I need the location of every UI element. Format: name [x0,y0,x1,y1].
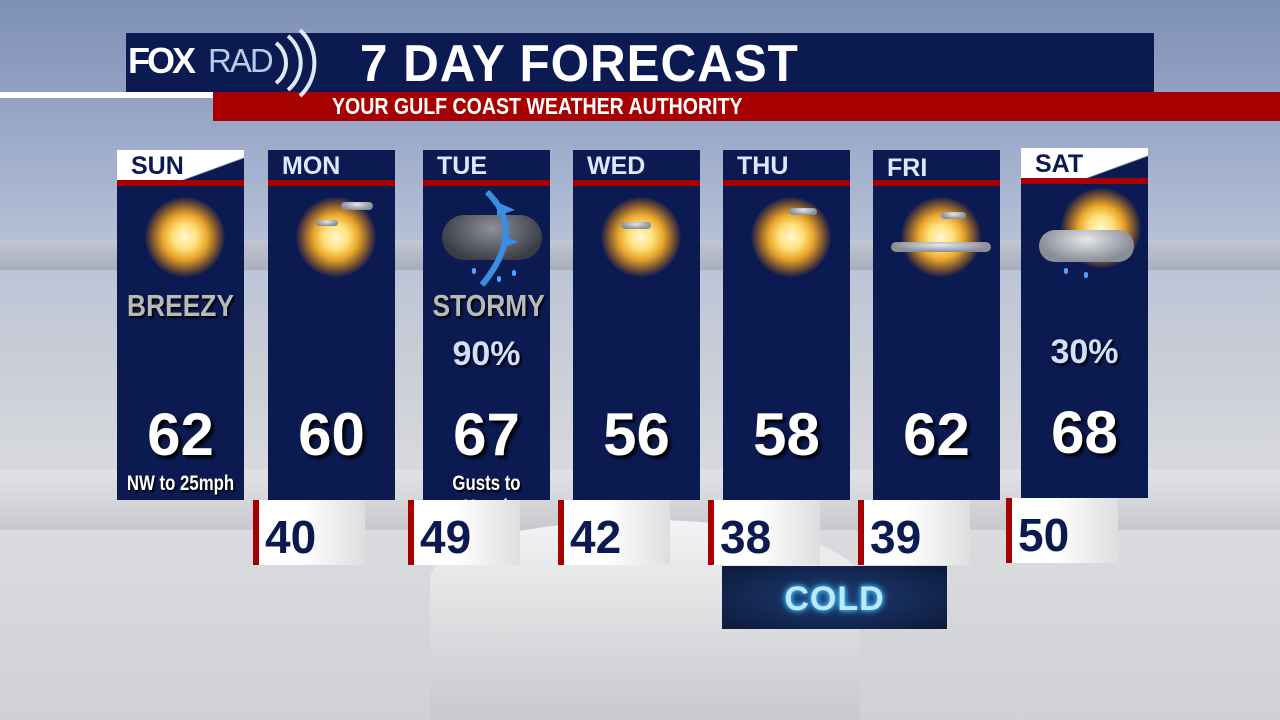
high-temp: 68 [1051,399,1118,466]
low-temp-box: 42 [558,500,670,565]
high-temp: 58 [753,401,820,468]
wind-note: NW to 25mph [126,472,235,495]
day-name: THU [737,152,789,180]
page-title: 7 DAY FORECAST [360,35,799,93]
day-column-thu: THU 58 [723,150,850,500]
day-name: SAT [1035,150,1084,178]
mostly-sunny-icon [286,192,376,282]
high-temp: 62 [147,401,214,468]
foxrad-logo: FOX RAD [126,28,336,98]
day-name: FRI [887,154,928,182]
day-column-fri: FRI 62 [873,150,1000,500]
low-temp-box: 38 [708,500,820,565]
condition-label: BREEZY [127,288,234,323]
low-temp: 50 [1018,509,1070,561]
high-temp: 56 [603,401,670,468]
logo-fox-text: FOX [128,40,196,81]
low-temp-box: 49 [408,500,520,565]
day-header: MON [268,150,395,186]
low-temp: 49 [420,511,472,563]
low-temp-box: 40 [253,500,365,565]
cold-label: COLD [784,580,885,618]
storm-front-icon [437,190,547,290]
header-accent-line [0,92,213,98]
day-name: WED [587,152,646,180]
day-column-wed: WED 56 [573,150,700,500]
day-header: FRI [873,150,1000,186]
high-temp: 60 [298,401,365,468]
day-column-sat: SAT 30% 68 [1021,148,1148,498]
day-name: SUN [131,152,184,180]
day-header: SAT [1021,148,1148,184]
low-temp-box: 39 [858,500,970,565]
subtitle-bar [213,92,1280,121]
low-temp-box: 50 [1006,498,1118,563]
day-header: WED [573,150,700,186]
page-subtitle: YOUR GULF COAST WEATHER AUTHORITY [332,93,743,119]
day-header: TUE [423,150,550,186]
cloudy-showers-icon [1039,188,1141,280]
mostly-sunny-icon [591,192,681,282]
radar-waves-icon [274,28,317,98]
condition-label: STORMY [432,288,545,323]
day-header: SUN [117,150,244,186]
low-temp: 38 [720,511,772,563]
day-name: TUE [437,152,487,180]
mostly-sunny-icon [741,192,831,282]
day-column-mon: MON 60 [268,150,395,500]
high-temp: 62 [903,401,970,468]
day-column-tue: TUE STORMY 90% 67 Gusts to 40mph [423,150,550,519]
precip-chance: 90% [452,335,521,373]
precip-chance: 30% [1050,333,1119,371]
partly-cloudy-icon [891,192,991,282]
day-header: THU [723,150,850,186]
sunny-icon [135,192,225,282]
high-temp: 67 [453,401,520,468]
low-temp: 42 [570,511,622,563]
day-column-sun: SUN BREEZY 62 NW to 25mph [117,150,244,500]
day-name: MON [282,152,341,180]
cold-badge: COLD [722,566,947,629]
low-temp: 39 [870,511,922,563]
low-temp: 40 [265,511,317,563]
logo-rad-text: RAD [208,42,274,79]
